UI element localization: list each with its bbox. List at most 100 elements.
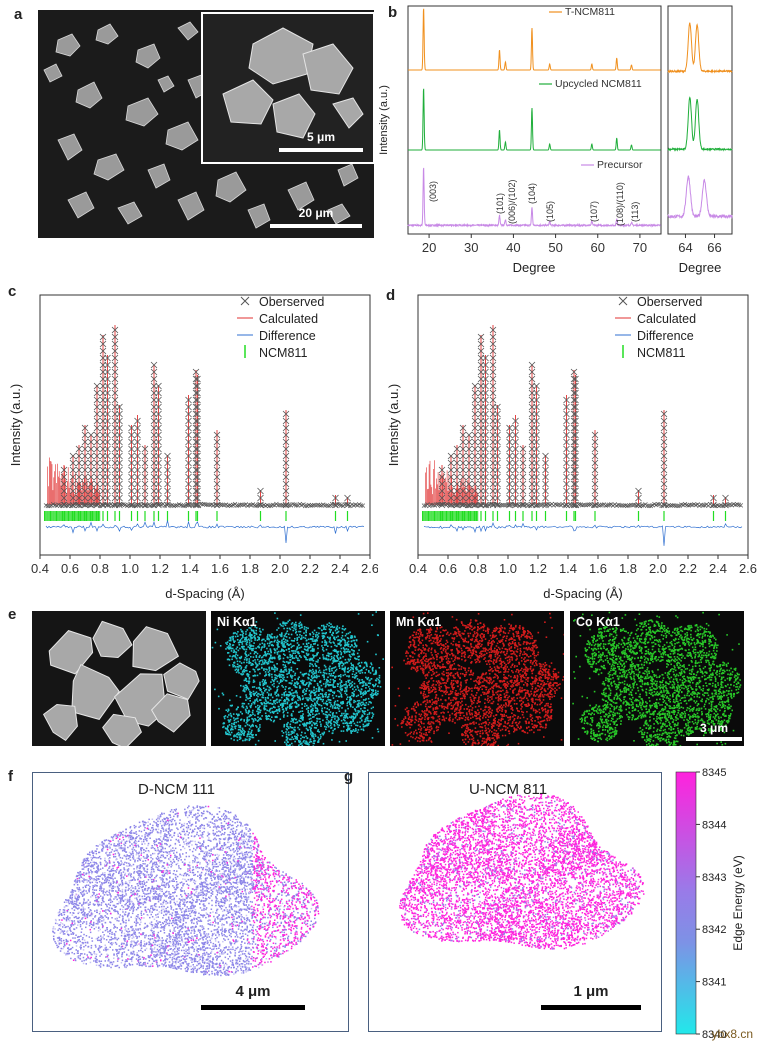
eds-dot <box>341 720 343 722</box>
eds-dot <box>328 625 330 627</box>
eds-dot <box>371 692 373 694</box>
eds-dot <box>259 726 261 728</box>
eds-dot <box>243 646 245 648</box>
eds-dot <box>485 630 487 632</box>
eds-dot <box>286 636 288 638</box>
eds-dot <box>231 716 233 718</box>
eds-dot <box>358 703 360 705</box>
eds-dot <box>258 646 260 648</box>
eds-dot <box>361 720 363 722</box>
eds-dot <box>532 686 534 688</box>
eds-dot <box>234 719 236 721</box>
eds-dot <box>321 705 323 707</box>
eds-dot <box>316 654 318 656</box>
eds-dot <box>371 624 373 626</box>
eds-dot <box>259 682 261 684</box>
eds-dot <box>344 687 346 689</box>
eds-dot <box>264 643 266 645</box>
eds-dot <box>284 667 286 669</box>
eds-dot <box>295 626 297 628</box>
eds-dot <box>465 692 467 694</box>
eds-dot <box>239 644 241 646</box>
eds-dot <box>278 701 280 703</box>
eds-dot <box>302 717 304 719</box>
eds-dot <box>358 729 360 731</box>
eds-dot <box>296 634 298 636</box>
eds-dot <box>287 640 289 642</box>
eds-dot <box>501 664 503 666</box>
eds-dot <box>281 625 283 627</box>
eds-dot <box>337 629 339 631</box>
eds-dot <box>240 711 242 713</box>
eds-ni-label: Ni Kα1 <box>217 615 257 629</box>
eds-dot <box>342 628 344 630</box>
eds-dot <box>262 643 264 645</box>
eds-dot <box>292 702 294 704</box>
eds-dot <box>294 741 296 743</box>
eds-dot <box>300 672 302 674</box>
eds-dot <box>250 662 252 664</box>
eds-dot <box>287 726 289 728</box>
eds-dot <box>364 672 366 674</box>
eds-dot <box>316 691 318 693</box>
eds-dot <box>327 677 329 679</box>
eds-dot <box>281 730 283 732</box>
eds-dot <box>377 635 379 637</box>
eds-dot <box>367 714 369 716</box>
eds-dot <box>534 720 536 722</box>
eds-dot <box>438 687 440 689</box>
eds-dot <box>265 713 267 715</box>
eds-dot <box>465 730 467 732</box>
eds-dot <box>286 644 288 646</box>
eds-dot <box>343 651 345 653</box>
eds-dot <box>355 701 357 703</box>
eds-dot <box>294 674 296 676</box>
eds-dot <box>325 696 327 698</box>
eds-dot <box>470 678 472 680</box>
eds-dot <box>262 661 264 663</box>
eds-dot <box>326 644 328 646</box>
eds-dot <box>551 627 553 629</box>
eds-dot <box>528 656 530 658</box>
eds-dot <box>345 722 347 724</box>
eds-dot <box>305 697 307 699</box>
eds-dot <box>327 636 329 638</box>
eds-dot <box>323 672 325 674</box>
eds-dot <box>357 656 359 658</box>
eds-dot <box>437 698 439 700</box>
eds-dot <box>353 646 355 648</box>
eds-dot <box>231 732 233 734</box>
eds-dot <box>251 663 253 665</box>
eds-dot <box>350 696 352 698</box>
eds-dot <box>358 659 360 661</box>
eds-dot <box>340 676 342 678</box>
eds-dot <box>375 683 377 685</box>
eds-dot <box>335 630 337 632</box>
eds-dot <box>465 743 467 745</box>
eds-dot <box>306 699 308 701</box>
eds-dot <box>277 681 279 683</box>
eds-dot <box>311 638 313 640</box>
eds-dot <box>374 685 376 687</box>
eds-dot <box>281 649 283 651</box>
eds-dot <box>277 712 279 714</box>
eds-dot <box>246 707 248 709</box>
eds-dot <box>318 704 320 706</box>
eds-dot <box>348 660 350 662</box>
eds-dot <box>255 661 257 663</box>
eds-dot <box>329 681 331 683</box>
eds-dot <box>414 722 416 724</box>
eds-dot <box>321 645 323 647</box>
eds-dot <box>343 730 345 732</box>
eds-dot <box>325 629 327 631</box>
eds-dot <box>241 656 243 658</box>
eds-dot <box>368 690 370 692</box>
eds-dot <box>509 725 511 727</box>
eds-dot <box>318 731 320 733</box>
eds-dot <box>489 640 491 642</box>
eds-dot <box>308 642 310 644</box>
eds-dot <box>270 652 272 654</box>
eds-dot <box>362 685 364 687</box>
eds-dot <box>278 651 280 653</box>
